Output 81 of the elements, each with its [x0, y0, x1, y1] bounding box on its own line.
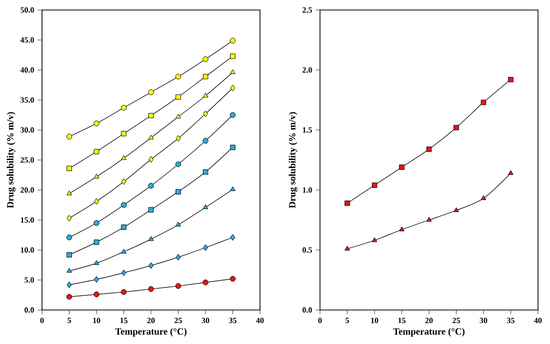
point [426, 146, 432, 152]
point [175, 161, 182, 168]
point [66, 134, 72, 140]
point [344, 246, 350, 250]
point [66, 252, 72, 258]
point [66, 282, 72, 288]
point [66, 214, 72, 222]
point [148, 236, 154, 241]
point [66, 294, 72, 300]
point [148, 134, 154, 140]
point [175, 283, 182, 289]
point [94, 198, 99, 205]
point [176, 114, 181, 118]
point [230, 144, 236, 150]
point [121, 155, 126, 160]
x-axis-title: Temperature (°C) [393, 328, 465, 337]
point [426, 216, 432, 222]
point [176, 254, 181, 260]
point [94, 220, 100, 226]
point [66, 190, 72, 196]
point [121, 224, 126, 230]
point [202, 56, 208, 62]
point [480, 100, 486, 106]
point [148, 156, 154, 163]
point [120, 104, 127, 111]
point [454, 124, 459, 130]
point [203, 110, 208, 118]
point [148, 182, 154, 189]
point [148, 262, 154, 269]
x-axis-title: Temperature (°C) [115, 328, 187, 337]
point [94, 260, 100, 265]
point [480, 195, 486, 200]
point [176, 135, 181, 142]
point [202, 74, 208, 80]
point [508, 170, 514, 175]
point [372, 182, 378, 188]
point [94, 120, 100, 126]
point [399, 226, 404, 232]
point [94, 276, 99, 283]
point [230, 112, 236, 118]
point [372, 237, 378, 242]
point [202, 138, 208, 144]
point [202, 204, 208, 210]
point [66, 166, 72, 172]
point [508, 76, 514, 82]
point [121, 178, 126, 185]
point [202, 169, 208, 175]
point [121, 270, 126, 276]
point [230, 38, 236, 44]
point [94, 148, 100, 154]
point [230, 276, 236, 282]
point [148, 89, 154, 96]
point [230, 54, 236, 59]
point [120, 202, 127, 208]
point [94, 292, 100, 298]
point [148, 207, 154, 212]
y-axis-title: Drug solubility (% m/v) [288, 112, 298, 208]
point [230, 69, 236, 74]
point [176, 222, 181, 226]
point [230, 84, 236, 92]
point [230, 186, 236, 192]
point [121, 248, 126, 254]
point [176, 94, 181, 100]
point [399, 164, 404, 170]
point [202, 280, 208, 286]
point [121, 130, 126, 136]
point [94, 240, 100, 245]
point [148, 112, 154, 118]
point [148, 286, 154, 292]
point [203, 244, 208, 251]
point [454, 207, 459, 212]
point [66, 234, 72, 240]
point [344, 200, 350, 206]
point [175, 74, 182, 80]
point [230, 234, 236, 241]
point [66, 268, 72, 273]
y-axis-title: Drug solubility (% m/v) [6, 112, 16, 208]
point [120, 289, 127, 295]
point [94, 174, 100, 178]
point [202, 92, 208, 98]
point [176, 189, 181, 194]
